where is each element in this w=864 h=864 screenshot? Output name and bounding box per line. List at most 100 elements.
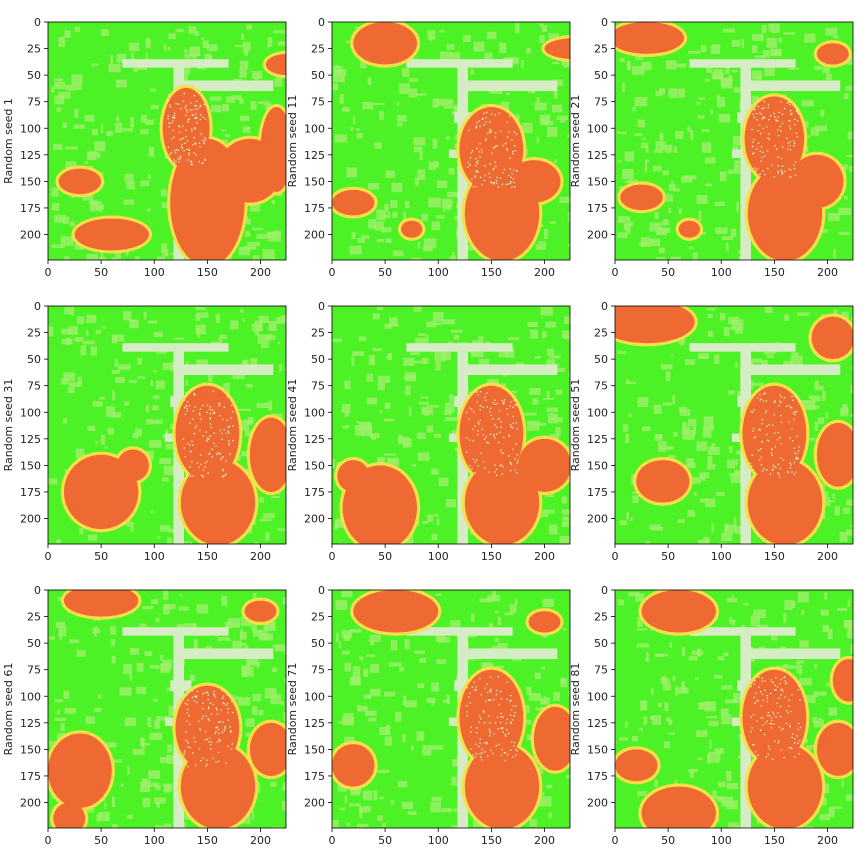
texture-cell <box>86 314 96 323</box>
texture-cell <box>115 376 125 383</box>
texture-cell <box>111 655 116 664</box>
texture-cell <box>783 613 787 623</box>
texture-cell <box>641 426 651 432</box>
texture-cell <box>239 68 247 78</box>
texture-cell <box>548 355 561 359</box>
speckle <box>473 411 475 413</box>
speckle <box>184 413 187 415</box>
structure-strip <box>744 80 841 92</box>
texture-cell <box>385 725 391 736</box>
texture-cell <box>335 65 340 69</box>
texture-cell <box>741 38 744 49</box>
speckle <box>173 161 176 164</box>
speckle <box>500 452 503 454</box>
texture-cell <box>397 122 403 127</box>
texture-cell <box>541 331 547 338</box>
speckle <box>196 117 198 119</box>
axes-frame <box>614 589 854 829</box>
speckle <box>204 139 207 141</box>
x-tick-label: 100 <box>428 266 449 279</box>
speckle <box>204 159 207 162</box>
texture-cell <box>349 629 362 633</box>
texture-cell <box>221 595 228 606</box>
speckle <box>512 152 514 155</box>
speckle <box>198 160 201 163</box>
speckle <box>226 396 228 398</box>
texture-cell <box>351 356 355 366</box>
speckle <box>494 114 496 116</box>
speckle <box>212 412 215 415</box>
speckle <box>179 139 181 141</box>
texture-cell <box>428 197 441 208</box>
texture-cell <box>712 790 717 799</box>
y-axis-label: Random seed 81 <box>569 663 582 756</box>
speckle <box>232 439 234 442</box>
speckle <box>512 114 515 116</box>
y-tick-label: 150 <box>20 175 41 188</box>
speckle <box>206 759 208 761</box>
y-tick-label: 200 <box>587 797 608 810</box>
speckle <box>798 753 800 755</box>
texture-cell <box>667 455 677 458</box>
texture-cell <box>440 51 452 62</box>
texture-cell <box>488 379 493 384</box>
speckle <box>514 458 516 460</box>
texture-cell <box>534 102 547 111</box>
texture-cell <box>341 717 355 726</box>
speckle <box>793 742 796 744</box>
texture-cell <box>376 769 390 774</box>
texture-cell <box>509 57 519 65</box>
heatmap-image <box>48 22 286 260</box>
speckle <box>500 421 502 423</box>
speckle <box>483 124 486 126</box>
speckle <box>795 677 797 679</box>
texture-cell <box>559 196 570 204</box>
speckle <box>772 464 775 467</box>
speckle <box>764 722 767 724</box>
texture-cell <box>388 352 393 361</box>
texture-cell <box>373 790 378 801</box>
texture-cell <box>673 431 678 437</box>
structure-strip <box>122 59 229 68</box>
texture-cell <box>414 650 426 654</box>
speckle <box>491 152 493 155</box>
speckle <box>477 171 479 173</box>
speckle <box>500 449 502 451</box>
texture-cell <box>403 438 413 448</box>
y-tick-label: 25 <box>311 327 325 340</box>
texture-cell <box>106 131 113 137</box>
texture-cell <box>849 165 853 172</box>
texture-cell <box>403 357 415 366</box>
texture-cell <box>846 154 853 158</box>
speckle <box>480 148 483 151</box>
texture-cell <box>675 686 679 696</box>
texture-cell <box>263 621 276 632</box>
speckle <box>199 759 202 762</box>
texture-cell <box>116 116 120 122</box>
texture-cell <box>185 623 197 632</box>
speckle <box>500 130 502 133</box>
speckle <box>510 699 512 702</box>
texture-cell <box>567 211 570 222</box>
texture-cell <box>363 422 372 432</box>
texture-cell <box>541 666 546 670</box>
texture-cell <box>364 710 377 716</box>
speckle <box>760 398 762 400</box>
texture-cell <box>208 374 213 383</box>
speckle <box>487 755 489 757</box>
texture-cell <box>814 421 819 431</box>
speckle <box>475 689 477 691</box>
texture-cell <box>105 742 117 748</box>
speckle <box>195 154 197 156</box>
texture-cell <box>252 693 262 702</box>
speckle <box>759 448 762 450</box>
texture-cell <box>670 256 682 260</box>
blob <box>615 749 658 782</box>
texture-cell <box>553 691 561 701</box>
speckle <box>183 92 185 95</box>
texture-cell <box>67 387 75 394</box>
speckle <box>478 120 481 122</box>
speckle <box>175 148 178 151</box>
speckle <box>488 728 490 731</box>
texture-cell <box>414 177 419 186</box>
